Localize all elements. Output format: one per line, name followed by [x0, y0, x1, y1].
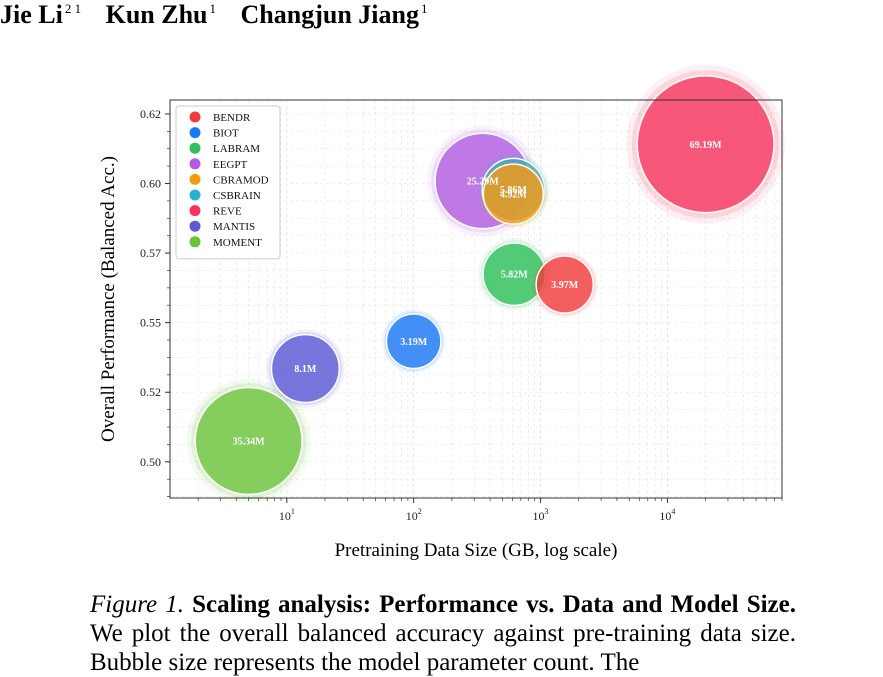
legend-item-moment: MOMENT [189, 236, 262, 249]
figure-caption: Figure 1. Scaling analysis: Performance … [90, 590, 796, 677]
legend-item-csbrain: CSBRAIN [189, 189, 261, 202]
legend-swatch [189, 205, 201, 217]
legend-item-reve: REVE [189, 205, 242, 218]
bubble-circle [535, 255, 595, 314]
legend-label: EEGPT [213, 159, 248, 171]
legend-swatch [189, 127, 201, 139]
legend-swatch [189, 111, 201, 123]
legend-label: REVE [213, 206, 242, 218]
legend: BENDR BIOT LABRAM EEGPT CBRAMOD CSBRAIN REVE MA… [175, 105, 281, 260]
legend-swatch [189, 173, 201, 185]
bubble-label-moment: 35.34M [233, 436, 266, 447]
legend-swatch [189, 189, 201, 201]
bubble-label-labram: 5.82M [501, 270, 529, 281]
bubble-label-eegpt: 25.29M [467, 176, 500, 187]
author-2: Kun Zhu 1 [105, 0, 216, 29]
y-tick-label: 0.57 [140, 246, 161, 260]
legend-item-biot: BIOT [189, 127, 239, 140]
legend-label: CBRAMOD [213, 174, 269, 186]
bubbles [186, 64, 785, 503]
legend-item-labram: LABRAM [189, 142, 260, 155]
bubble-bendr [531, 251, 598, 318]
x-axis-title: Pretraining Data Size (GB, log scale) [335, 540, 618, 561]
legend-label: BIOT [213, 128, 239, 140]
bubble-cbramod [478, 159, 549, 229]
legend-label: MANTIS [213, 221, 255, 233]
legend-swatch [189, 158, 201, 170]
bubble-label-bendr: 3.97M [551, 280, 579, 291]
bubble-circle [194, 386, 303, 496]
plot-frame [169, 99, 783, 499]
bubble-circle [482, 163, 545, 225]
bubble-biot [382, 309, 446, 373]
y-tick-label: 0.55 [140, 316, 161, 330]
caption-text: We plot the overall balanced accuracy ag… [90, 620, 796, 676]
author-1: Jie Li 2 1 [0, 0, 82, 29]
legend-swatch [189, 220, 201, 232]
legend-swatch [189, 142, 201, 154]
legend-label: CSBRAIN [213, 190, 261, 202]
bubble-label-csbrain: 5.86M [500, 185, 528, 196]
bubble-circle [385, 313, 442, 370]
axis-ticks: 0.50 0.52 0.55 0.57 0.60 0.62 101 102 103 104 [140, 107, 783, 523]
legend-label: MOMENT [213, 237, 262, 249]
bubble-circle [270, 333, 341, 404]
legend-box [175, 105, 281, 260]
legend-label: LABRAM [213, 143, 260, 155]
bubble-mantis [266, 329, 345, 408]
x-tick-label: 104 [659, 507, 675, 523]
x-tick-label: 103 [533, 507, 549, 523]
y-tick-label: 0.52 [140, 385, 161, 399]
bubble-label-biot: 3.19M [400, 337, 428, 348]
x-tick-label: 101 [279, 507, 295, 523]
y-axis-title: Overall Performance (Balanced Acc.) [98, 156, 119, 442]
bubble-reve [626, 64, 785, 224]
legend-item-eegpt: EEGPT [189, 158, 248, 171]
author-line: Jie Li 2 1 Kun Zhu 1 Changjun Jiang 1 [0, 0, 445, 30]
legend-item-cbramod: CBRAMOD [189, 173, 269, 186]
bubble-label-reve: 69.19M [690, 140, 723, 151]
caption-label: Figure 1. [90, 591, 184, 618]
bubble-circle [636, 75, 775, 214]
legend-label: BENDR [213, 112, 251, 124]
author-3: Changjun Jiang 1 [240, 0, 428, 29]
bubble-label-mantis: 8.1M [294, 364, 317, 375]
legend-swatch [189, 236, 201, 248]
x-tick-label: 102 [406, 507, 422, 523]
bubble-moment [186, 378, 311, 503]
legend-item-mantis: MANTIS [189, 220, 255, 233]
legend-item-bendr: BENDR [189, 111, 251, 124]
y-tick-label: 0.50 [140, 455, 161, 469]
y-tick-label: 0.60 [140, 176, 161, 190]
y-tick-label: 0.62 [140, 107, 161, 121]
bubble-label-cbramod: 4.92M [500, 190, 528, 201]
caption-title: Scaling analysis: Performance vs. Data a… [192, 591, 796, 618]
